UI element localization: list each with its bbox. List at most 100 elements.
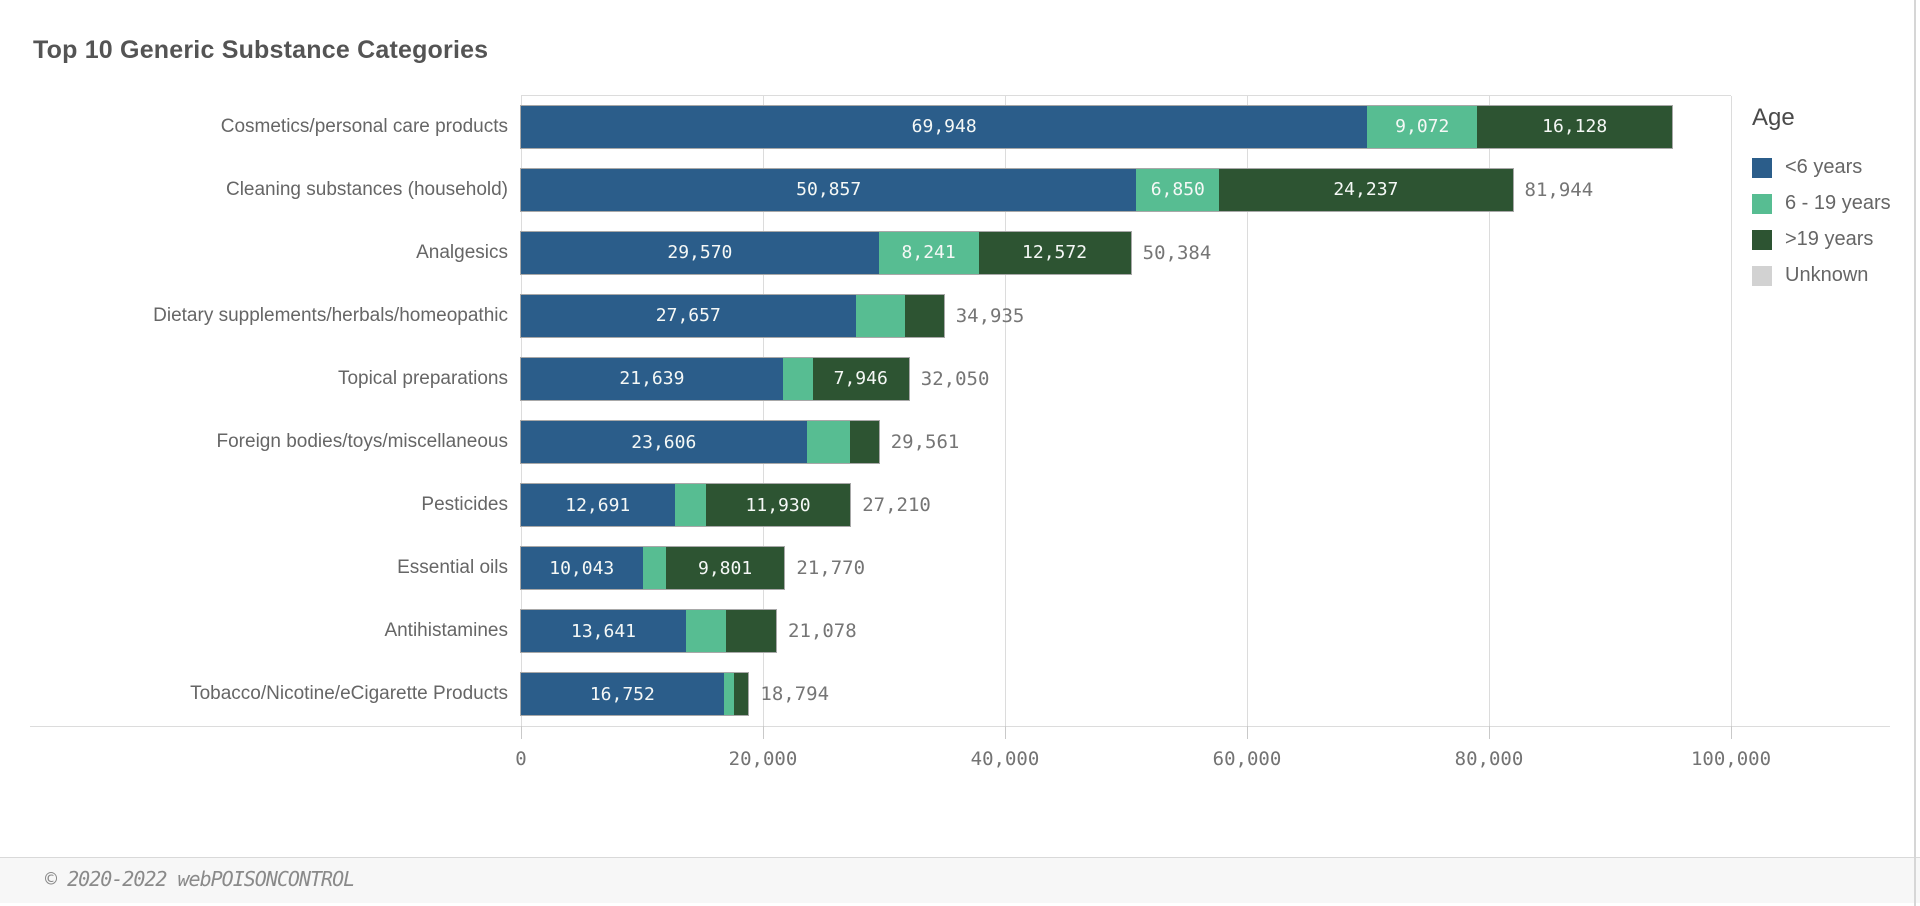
segment-value-label: 12,572	[1022, 242, 1088, 264]
segment-value-label: 16,752	[589, 683, 655, 705]
bar-segment[interactable]	[725, 610, 777, 653]
x-axis-tick-label: 100,000	[1690, 748, 1772, 770]
bar-row[interactable]: 13,641	[519, 609, 778, 654]
bar-segment[interactable]: 9,072	[1367, 105, 1478, 148]
bar-segment[interactable]: 24,237	[1219, 168, 1513, 211]
plot-area	[521, 95, 1732, 727]
legend: Age <6 years 6 - 19 years >19 years Unknown	[1752, 104, 1918, 300]
bar-segment[interactable]	[686, 610, 726, 653]
category-label[interactable]: Foreign bodies/toys/miscellaneous	[216, 431, 509, 453]
x-axis-tick-label: 0	[515, 748, 527, 770]
legend-item[interactable]: >19 years	[1752, 228, 1918, 251]
legend-item[interactable]: Unknown	[1752, 264, 1918, 287]
grid-line	[763, 96, 764, 727]
category-label[interactable]: Tobacco/Nicotine/eCigarette Products	[190, 683, 508, 705]
bar-segment[interactable]: 8,241	[878, 231, 979, 274]
total-value-label: 29,561	[890, 431, 960, 454]
bar-segment[interactable]	[674, 484, 706, 527]
chart-title: Top 10 Generic Substance Categories	[33, 36, 489, 64]
bar-row[interactable]: 50,857 6,850 24,237	[520, 167, 1514, 212]
bar-segment[interactable]	[850, 421, 879, 464]
bar-row[interactable]: 23,606	[520, 420, 880, 465]
bar-segment[interactable]: 9,801	[665, 547, 785, 590]
bar-segment[interactable]	[905, 294, 944, 337]
bar-row[interactable]: 16,752	[519, 672, 750, 717]
bar-segment[interactable]	[642, 547, 666, 590]
bar-segment[interactable]: 27,657	[521, 294, 856, 337]
bar-segment[interactable]: 29,570	[521, 231, 879, 274]
segment-value-label: 29,570	[667, 242, 733, 264]
bar-segment[interactable]: 69,948	[521, 105, 1368, 148]
bar-segment[interactable]	[723, 673, 734, 716]
segment-value-label: 7,946	[833, 368, 888, 390]
bar-segment[interactable]: 10,043	[521, 547, 643, 590]
x-axis-tick-label: 40,000	[970, 748, 1040, 770]
legend-item[interactable]: <6 years	[1752, 156, 1918, 179]
segment-value-label: 9,072	[1395, 116, 1450, 138]
bar-row[interactable]: 27,657	[520, 293, 945, 338]
bar-segment[interactable]	[782, 357, 813, 400]
bar-segment[interactable]: 6,850	[1136, 168, 1220, 211]
x-axis-tick	[1489, 726, 1490, 739]
bar-segment[interactable]	[733, 673, 749, 716]
grid-line	[521, 96, 522, 727]
grid-line	[1247, 96, 1248, 727]
bar-segment[interactable]: 7,946	[812, 357, 909, 400]
bar-segment[interactable]: 23,606	[521, 421, 807, 464]
grid-line	[1489, 96, 1490, 727]
category-label[interactable]: Cosmetics/personal care products	[220, 115, 508, 137]
category-label[interactable]: Topical preparations	[337, 367, 508, 389]
total-value-label: 32,050	[920, 367, 990, 390]
legend-item[interactable]: 6 - 19 years	[1752, 192, 1918, 215]
bar-segment[interactable]	[806, 421, 851, 464]
legend-swatch-icon	[1752, 265, 1772, 286]
bar-segment[interactable]: 16,752	[521, 673, 724, 716]
category-label[interactable]: Dietary supplements/herbals/homeopathic	[153, 304, 508, 326]
bar-row[interactable]: 21,639 7,946	[520, 356, 910, 401]
category-label[interactable]: Pesticides	[421, 494, 508, 516]
footer: © 2020-2022 webPOISONCONTROL	[0, 857, 1920, 903]
total-value-label: 21,770	[796, 557, 866, 580]
segment-value-label: 69,948	[911, 116, 977, 138]
bar-segment[interactable]: 11,930	[705, 484, 851, 527]
bar-segment[interactable]: 12,572	[978, 231, 1131, 274]
grid-line	[1731, 96, 1732, 727]
segment-value-label: 6,850	[1150, 179, 1205, 201]
x-axis-tick	[1247, 726, 1248, 739]
legend-swatch-icon	[1752, 157, 1772, 178]
total-value-label: 18,794	[760, 683, 830, 706]
total-value-label: 50,384	[1142, 241, 1212, 264]
total-value-label: 34,935	[955, 304, 1025, 327]
bar-row[interactable]: 10,043 9,801	[519, 546, 786, 591]
segment-value-label: 50,857	[796, 179, 862, 201]
bar-segment[interactable]: 21,639	[521, 357, 783, 400]
category-label[interactable]: Essential oils	[397, 557, 508, 579]
bar-segment[interactable]: 12,691	[521, 484, 675, 527]
x-axis-tick	[521, 726, 522, 739]
legend-item-label: >19 years	[1785, 228, 1874, 250]
total-value-label: 21,078	[788, 620, 857, 643]
legend-item-label: <6 years	[1785, 156, 1863, 178]
bar-segment[interactable]: 13,641	[521, 610, 687, 653]
legend-item-label: 6 - 19 years	[1785, 192, 1891, 214]
bar-segment[interactable]: 50,857	[521, 168, 1137, 211]
x-axis-tick	[763, 726, 764, 739]
x-axis-line	[30, 726, 1890, 727]
legend-swatch-icon	[1752, 193, 1772, 214]
category-label[interactable]: Analgesics	[416, 241, 508, 263]
category-label[interactable]: Antihistamines	[384, 620, 508, 642]
category-label[interactable]: Cleaning substances (household)	[225, 178, 508, 200]
legend-item-label: Unknown	[1785, 264, 1869, 286]
bar-row[interactable]: 12,691 11,930	[519, 483, 852, 528]
bar-row[interactable]: 69,948 9,072 16,128	[519, 104, 1674, 149]
segment-value-label: 10,043	[549, 557, 615, 579]
segment-value-label: 13,641	[571, 620, 637, 642]
bar-row[interactable]: 29,570 8,241 12,572	[520, 230, 1132, 275]
bar-segment[interactable]: 16,128	[1477, 105, 1673, 148]
copyright-text: © 2020-2022 webPOISONCONTROL	[45, 867, 355, 891]
bar-segment[interactable]	[855, 294, 906, 337]
grid-line	[1005, 96, 1006, 727]
segment-value-label: 11,930	[745, 494, 811, 516]
segment-value-label: 8,241	[901, 242, 956, 264]
